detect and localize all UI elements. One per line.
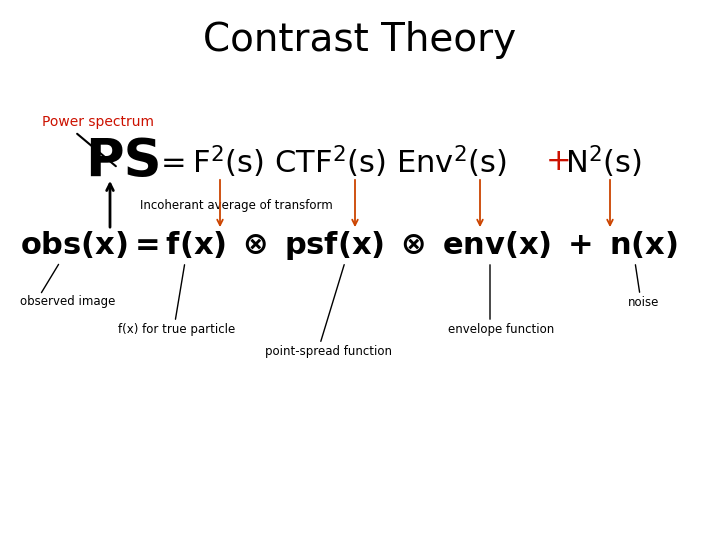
Text: Contrast Theory: Contrast Theory: [204, 21, 516, 59]
Text: noise: noise: [628, 295, 660, 308]
Text: $\mathsf{N^2(s)}$: $\mathsf{N^2(s)}$: [565, 144, 642, 180]
Text: $\mathsf{= F^2(s)\ CTF^2(s)\ Env^2(s)}$: $\mathsf{= F^2(s)\ CTF^2(s)\ Env^2(s)}$: [155, 144, 507, 180]
Text: Power spectrum: Power spectrum: [42, 115, 154, 129]
Text: observed image: observed image: [20, 295, 115, 308]
Text: $\mathsf{+}$: $\mathsf{+}$: [545, 147, 570, 177]
Text: PS: PS: [85, 136, 161, 188]
Text: envelope function: envelope function: [448, 323, 554, 336]
Text: $\mathbf{obs(x) = f(x)\ \otimes\ psf(x)\ \otimes\ env(x)\ +\ n(x)}$: $\mathbf{obs(x) = f(x)\ \otimes\ psf(x)\…: [20, 228, 678, 261]
Text: point-spread function: point-spread function: [265, 346, 392, 359]
Text: Incoherant average of transform: Incoherant average of transform: [140, 199, 333, 212]
Text: f(x) for true particle: f(x) for true particle: [118, 323, 235, 336]
